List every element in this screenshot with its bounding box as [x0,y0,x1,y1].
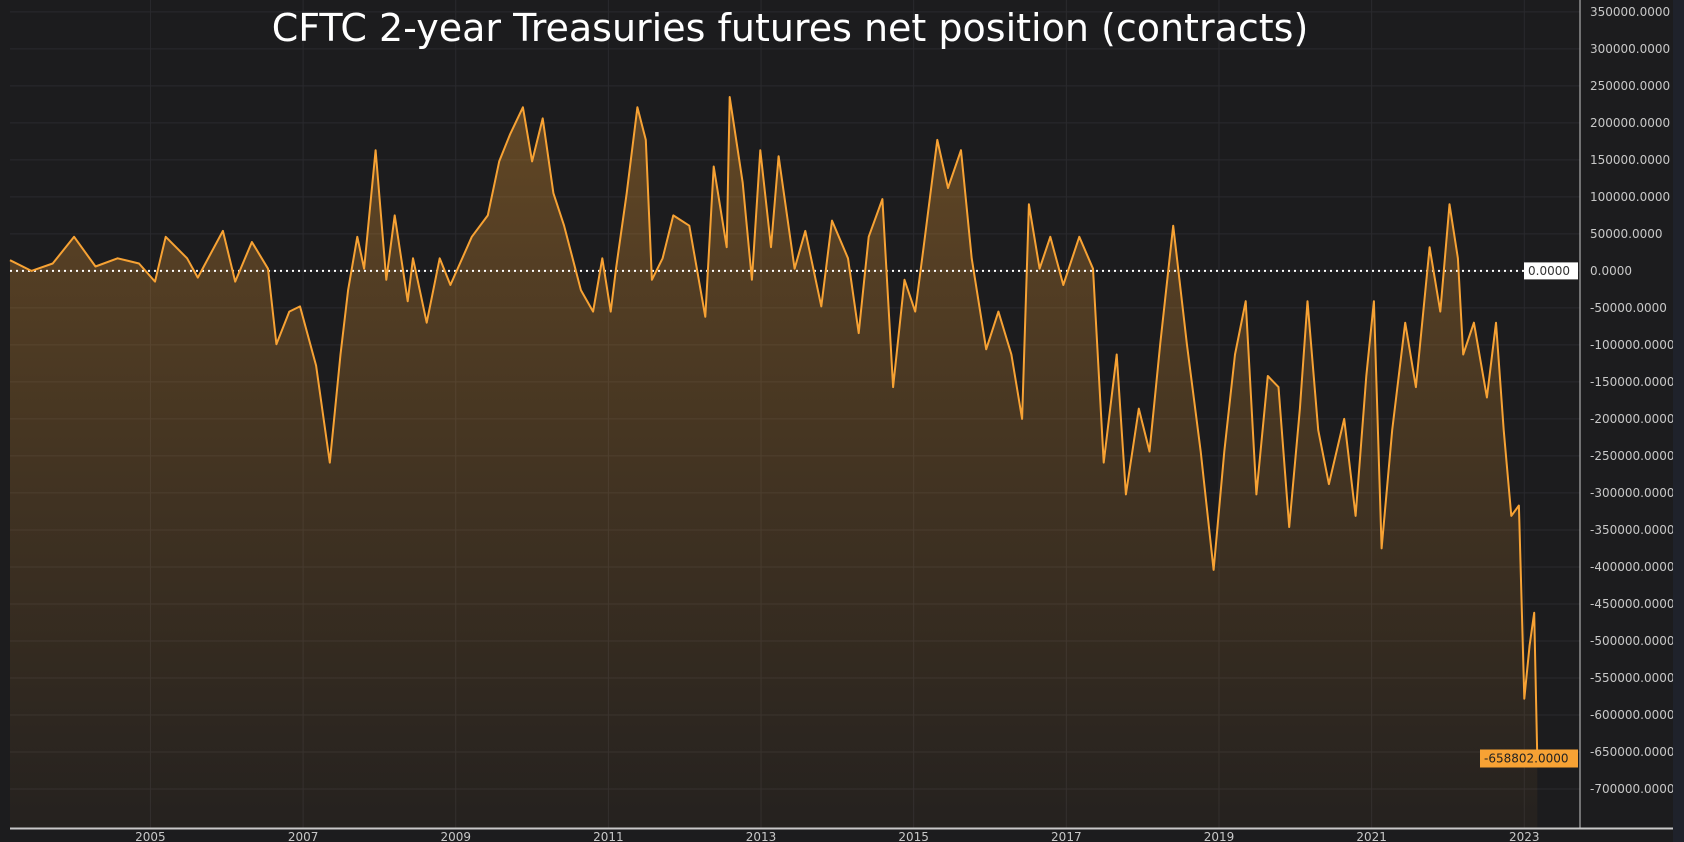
series-line [9,96,1539,759]
y-tick-label: -600000.0000 [1590,708,1675,722]
y-axis[interactable]: 350000.0000 300000.0000 250000.0000 200000.… [1590,5,1675,796]
y-tick-label: -500000.0000 [1590,634,1675,648]
y-tick-label: -700000.0000 [1590,782,1675,796]
x-tick-label: 2013 [746,830,777,842]
y-tick-label: 50000.0000 [1590,227,1663,241]
chart-title: CFTC 2-year Treasuries futures net posit… [271,6,1309,50]
y-tick-label: -650000.0000 [1590,745,1675,759]
y-tick-label: -100000.0000 [1590,338,1675,352]
x-axis[interactable]: 2005 2007 2009 2011 2013 2015 2017 2019 2021 2023 [135,830,1539,842]
x-tick-label: 2005 [135,830,166,842]
last-value-label: -658802.0000 [1480,749,1578,768]
last-value-label-text: -658802.0000 [1484,752,1569,766]
zero-label: 0.0000 [1524,262,1578,280]
y-tick-label: 250000.0000 [1590,79,1670,93]
x-tick-label: 2009 [440,830,471,842]
y-tick-label: 0.0000 [1590,264,1632,278]
x-tick-label: 2023 [1509,830,1540,842]
zero-label-text: 0.0000 [1528,264,1570,278]
y-tick-label: -50000.0000 [1590,301,1667,315]
y-tick-label: -150000.0000 [1590,375,1675,389]
x-tick-label: 2015 [898,830,929,842]
x-tick-label: 2019 [1204,830,1235,842]
right-edge-panel [1673,0,1684,842]
x-tick-label: 2017 [1051,830,1082,842]
y-tick-label: 200000.0000 [1590,116,1670,130]
y-tick-label: 100000.0000 [1590,190,1670,204]
y-tick-label: 150000.0000 [1590,153,1670,167]
y-tick-label: -450000.0000 [1590,597,1675,611]
y-tick-label: -200000.0000 [1590,412,1675,426]
y-tick-label: 350000.0000 [1590,5,1670,19]
y-tick-label: 300000.0000 [1590,42,1670,56]
y-tick-label: -300000.0000 [1590,486,1675,500]
y-tick-label: -350000.0000 [1590,523,1675,537]
x-tick-label: 2021 [1356,830,1387,842]
y-tick-label: -400000.0000 [1590,560,1675,574]
x-tick-label: 2007 [288,830,319,842]
x-tick-label: 2011 [593,830,624,842]
y-tick-label: -550000.0000 [1590,671,1675,685]
series-area-fill [10,97,1538,828]
y-tick-label: -250000.0000 [1590,449,1675,463]
